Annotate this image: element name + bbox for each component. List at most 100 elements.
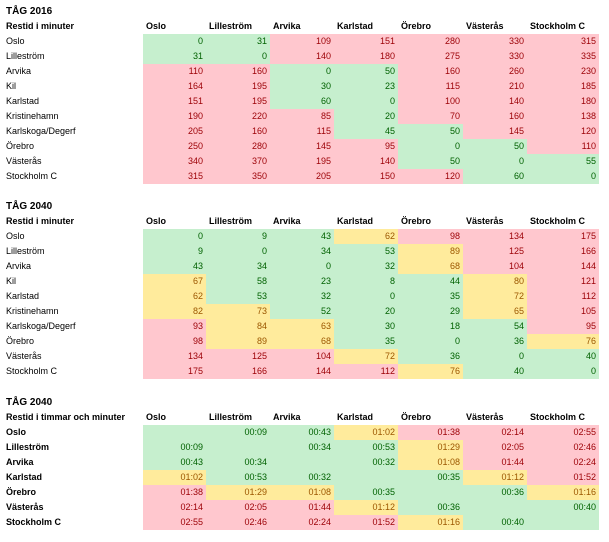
value-cell: 120 [527, 124, 599, 139]
value-cell: 315 [143, 169, 206, 184]
data-table: TÅG 2040 Restid i timmar och minuter Oslo L… [0, 395, 599, 530]
value-cell: 145 [463, 124, 527, 139]
value-cell: 67 [143, 274, 206, 289]
value-cell: 134 [463, 229, 527, 244]
value-cell: 340 [143, 154, 206, 169]
table-row: Oslo 0 31 109 151 280 330 315 [0, 34, 599, 49]
value-cell: 50 [398, 154, 463, 169]
value-cell: 180 [334, 49, 398, 64]
value-cell: 0 [143, 34, 206, 49]
value-cell: 175 [527, 229, 599, 244]
value-cell: 70 [398, 109, 463, 124]
value-cell: 280 [206, 139, 270, 154]
value-cell: 02:24 [527, 455, 599, 470]
value-cell: 0 [143, 229, 206, 244]
value-cell: 9 [143, 244, 206, 259]
value-cell: 01:02 [143, 470, 206, 485]
value-cell: 23 [334, 79, 398, 94]
value-cell: 36 [463, 334, 527, 349]
value-cell: 144 [270, 364, 334, 379]
value-cell: 00:09 [206, 425, 270, 440]
value-cell [334, 470, 398, 485]
empty-cell [334, 395, 398, 410]
value-cell: 44 [398, 274, 463, 289]
empty-cell [527, 199, 599, 214]
value-cell: 115 [398, 79, 463, 94]
table-subtitle: Restid i timmar och minuter [6, 412, 126, 422]
value-cell: 43 [270, 229, 334, 244]
row-label: Kristinehamn [6, 306, 59, 316]
value-cell: 00:53 [334, 440, 398, 455]
row-label: Oslo [6, 231, 25, 241]
value-cell: 00:43 [143, 455, 206, 470]
value-cell: 85 [270, 109, 334, 124]
row-label: Kil [6, 81, 17, 91]
value-cell: 45 [334, 124, 398, 139]
empty-cell [398, 4, 463, 19]
value-cell: 53 [334, 244, 398, 259]
column-header: Arvika [273, 412, 301, 422]
value-cell: 89 [206, 334, 270, 349]
table-title: TÅG 2040 [6, 397, 53, 408]
row-label: Örebro [6, 336, 35, 346]
value-cell: 01:08 [398, 455, 463, 470]
value-cell: 134 [143, 349, 206, 364]
value-cell: 32 [270, 289, 334, 304]
value-cell: 76 [398, 364, 463, 379]
empty-cell [334, 199, 398, 214]
value-cell: 72 [334, 349, 398, 364]
value-cell: 280 [398, 34, 463, 49]
value-cell [463, 500, 527, 515]
value-cell: 151 [143, 94, 206, 109]
value-cell: 112 [334, 364, 398, 379]
table-row: Kil 164 195 30 23 115 210 185 [0, 79, 599, 94]
row-label: Karlstad [6, 291, 40, 301]
value-cell: 02:05 [206, 500, 270, 515]
empty-cell [143, 199, 206, 214]
value-cell: 250 [143, 139, 206, 154]
value-cell: 0 [463, 154, 527, 169]
value-cell: 190 [143, 109, 206, 124]
value-cell: 31 [206, 34, 270, 49]
value-cell: 0 [398, 139, 463, 154]
value-cell [206, 440, 270, 455]
row-label: Kil [6, 276, 17, 286]
value-cell: 140 [270, 49, 334, 64]
value-cell: 31 [143, 49, 206, 64]
value-cell: 02:55 [527, 425, 599, 440]
value-cell: 275 [398, 49, 463, 64]
value-cell: 00:36 [463, 485, 527, 500]
table-row: Kil 67 58 23 8 44 80 121 [0, 274, 599, 289]
value-cell: 02:14 [463, 425, 527, 440]
column-header: Arvika [273, 216, 301, 226]
value-cell: 01:16 [398, 515, 463, 530]
value-cell: 138 [527, 109, 599, 124]
column-header: Karlstad [337, 412, 374, 422]
value-cell [527, 515, 599, 530]
value-cell: 60 [463, 169, 527, 184]
data-table: TÅG 2040 Restid i minuter Oslo Lilleström Ar… [0, 199, 599, 379]
value-cell: 100 [398, 94, 463, 109]
table-row: Stockholm C 02:55 02:46 02:24 01:52 01:16 00:4… [0, 515, 599, 530]
value-cell: 140 [463, 94, 527, 109]
table-row: Stockholm C 175 166 144 112 76 40 0 [0, 364, 599, 379]
value-cell: 145 [270, 139, 334, 154]
value-cell: 23 [270, 274, 334, 289]
value-cell: 84 [206, 319, 270, 334]
value-cell: 02:24 [270, 515, 334, 530]
value-cell: 0 [527, 169, 599, 184]
table-row: Västerås 02:14 02:05 01:44 01:12 00:36 00:40 [0, 500, 599, 515]
value-cell: 160 [463, 109, 527, 124]
value-cell: 76 [527, 334, 599, 349]
table-row: Arvika 110 160 0 50 160 260 230 [0, 64, 599, 79]
value-cell: 62 [334, 229, 398, 244]
value-cell: 01:08 [270, 485, 334, 500]
column-header: Oslo [146, 412, 167, 422]
value-cell: 125 [463, 244, 527, 259]
row-label: Västerås [6, 351, 42, 361]
column-header: Karlstad [337, 21, 374, 31]
value-cell: 01:29 [206, 485, 270, 500]
table-row: Karlskoga/Degerf 93 84 63 30 18 54 95 [0, 319, 599, 334]
value-cell: 82 [143, 304, 206, 319]
